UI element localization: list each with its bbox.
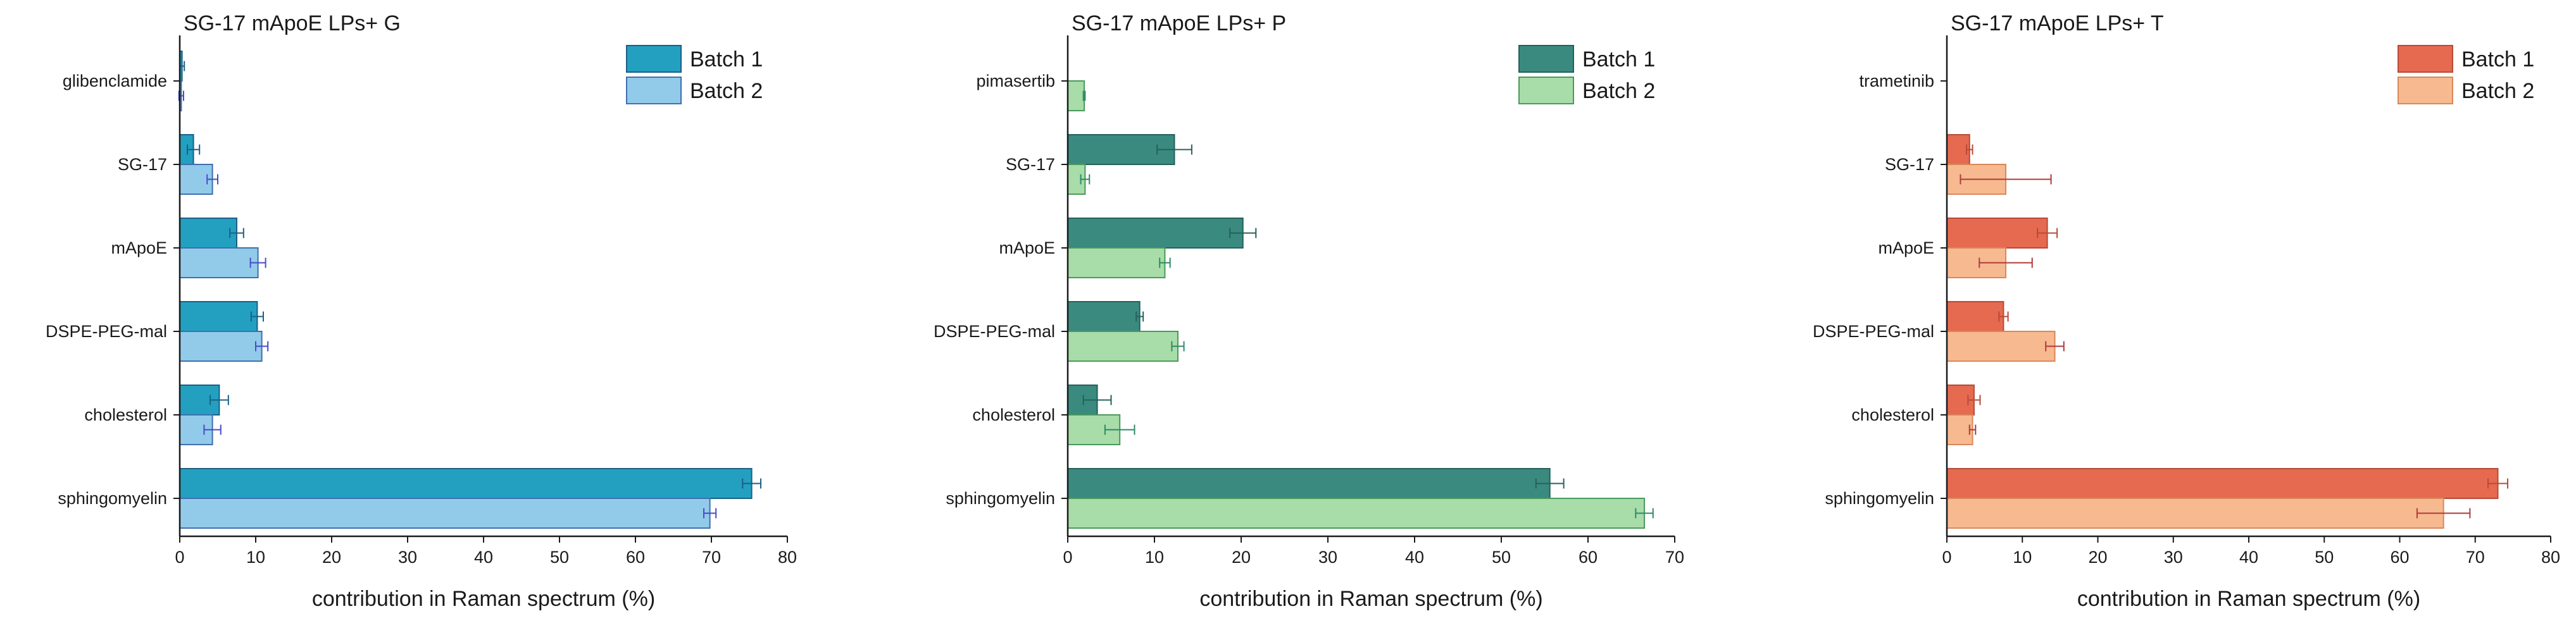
chart-g: SG-17 mApoE LPs+ G glibenclamide SG-17 mApo… xyxy=(46,11,797,611)
x-axis-label: contribution in Raman spectrum (%) xyxy=(1199,587,1542,611)
category-label: DSPE-PEG-mal xyxy=(1813,322,1934,341)
x-tick-label: 50 xyxy=(550,548,569,567)
x-tick-label: 50 xyxy=(2315,548,2334,567)
legend-label-2: Batch 2 xyxy=(690,79,763,103)
bar-2 xyxy=(1946,331,2056,362)
x-tick-label: 60 xyxy=(626,548,645,567)
bar-2 xyxy=(1067,498,1646,529)
x-tick-label: 40 xyxy=(2239,548,2258,567)
x-tick-label: 70 xyxy=(2466,548,2485,567)
x-tick-label: 20 xyxy=(322,548,341,567)
x-tick-label: 80 xyxy=(2541,548,2560,567)
x-tick-label: 0 xyxy=(1942,548,1951,567)
x-tick-label: 30 xyxy=(398,548,417,567)
x-tick-label: 20 xyxy=(2088,548,2107,567)
bar-1 xyxy=(179,218,237,249)
x-tick-label: 20 xyxy=(1232,548,1251,567)
x-tick-label: 80 xyxy=(778,548,797,567)
category-label: glibenclamide xyxy=(63,71,167,90)
category-label: cholesterol xyxy=(84,405,167,424)
bar-2 xyxy=(1067,331,1179,362)
chart-t: SG-17 mApoE LPs+ T trametinib SG-17 mApoE DS… xyxy=(1813,11,2560,611)
category-label: SG-17 xyxy=(1006,155,1055,174)
x-tick-label: 60 xyxy=(2390,548,2409,567)
legend-swatch-2 xyxy=(2398,77,2453,104)
bar-1 xyxy=(179,468,753,499)
bar-2 xyxy=(179,247,259,278)
bar-1 xyxy=(1946,218,2048,249)
category-label: sphingomyelin xyxy=(946,489,1055,508)
legend-swatch-1 xyxy=(2398,45,2453,73)
x-tick-label: 60 xyxy=(1579,548,1597,567)
chart-title: SG-17 mApoE LPs+ T xyxy=(1951,11,2164,35)
category-label: mApoE xyxy=(1878,238,1934,257)
legend-swatch-2 xyxy=(626,77,682,104)
category-label: sphingomyelin xyxy=(1825,489,1934,508)
legend-label-1: Batch 1 xyxy=(1582,47,1655,71)
legend-swatch-1 xyxy=(1518,45,1574,73)
chart-title: SG-17 mApoE LPs+ G xyxy=(184,11,401,35)
x-tick-label: 70 xyxy=(1665,548,1684,567)
bar-1 xyxy=(1946,301,2004,332)
category-label: sphingomyelin xyxy=(58,489,167,508)
category-label: SG-17 xyxy=(1885,155,1934,174)
legend-swatch-1 xyxy=(626,45,682,73)
category-label: DSPE-PEG-mal xyxy=(934,322,1055,341)
x-tick-label: 0 xyxy=(175,548,184,567)
bar-2 xyxy=(179,331,263,362)
category-label: mApoE xyxy=(999,238,1055,257)
x-tick-label: 70 xyxy=(702,548,721,567)
bar-2 xyxy=(179,498,711,529)
bar-1 xyxy=(1946,468,2499,499)
x-tick-label: 0 xyxy=(1063,548,1072,567)
x-tick-label: 30 xyxy=(2164,548,2183,567)
bar-2 xyxy=(1067,80,1085,111)
bar-1 xyxy=(1067,218,1244,249)
category-label: mApoE xyxy=(111,238,167,257)
bar-1 xyxy=(1067,468,1551,499)
bar-2 xyxy=(1946,414,1973,445)
category-label: cholesterol xyxy=(1851,405,1934,424)
x-tick-label: 10 xyxy=(1145,548,1164,567)
legend-label-1: Batch 1 xyxy=(690,47,763,71)
x-tick-label: 40 xyxy=(474,548,493,567)
bar-1 xyxy=(179,301,258,332)
x-tick-label: 10 xyxy=(246,548,265,567)
category-label: SG-17 xyxy=(118,155,167,174)
legend-swatch-2 xyxy=(1518,77,1574,104)
category-label: cholesterol xyxy=(972,405,1055,424)
x-axis-label: contribution in Raman spectrum (%) xyxy=(2077,587,2420,611)
legend-label-2: Batch 2 xyxy=(1582,79,1655,103)
bar-2 xyxy=(1067,247,1166,278)
x-tick-label: 10 xyxy=(2013,548,2032,567)
x-axis-label: contribution in Raman spectrum (%) xyxy=(312,587,655,611)
x-tick-label: 50 xyxy=(1492,548,1511,567)
category-label: DSPE-PEG-mal xyxy=(46,322,167,341)
bar-2 xyxy=(1946,498,2444,529)
x-tick-label: 30 xyxy=(1318,548,1337,567)
x-tick-label: 40 xyxy=(1405,548,1424,567)
legend-label-2: Batch 2 xyxy=(2461,79,2534,103)
legend-label-1: Batch 1 xyxy=(2461,47,2534,71)
category-label: trametinib xyxy=(1859,71,1934,90)
bar-1 xyxy=(1067,301,1141,332)
chart-p: SG-17 mApoE LPs+ P pimasertib SG-17 mApoE DS… xyxy=(934,11,1684,611)
chart-title: SG-17 mApoE LPs+ P xyxy=(1072,11,1286,35)
category-label: pimasertib xyxy=(976,71,1055,90)
